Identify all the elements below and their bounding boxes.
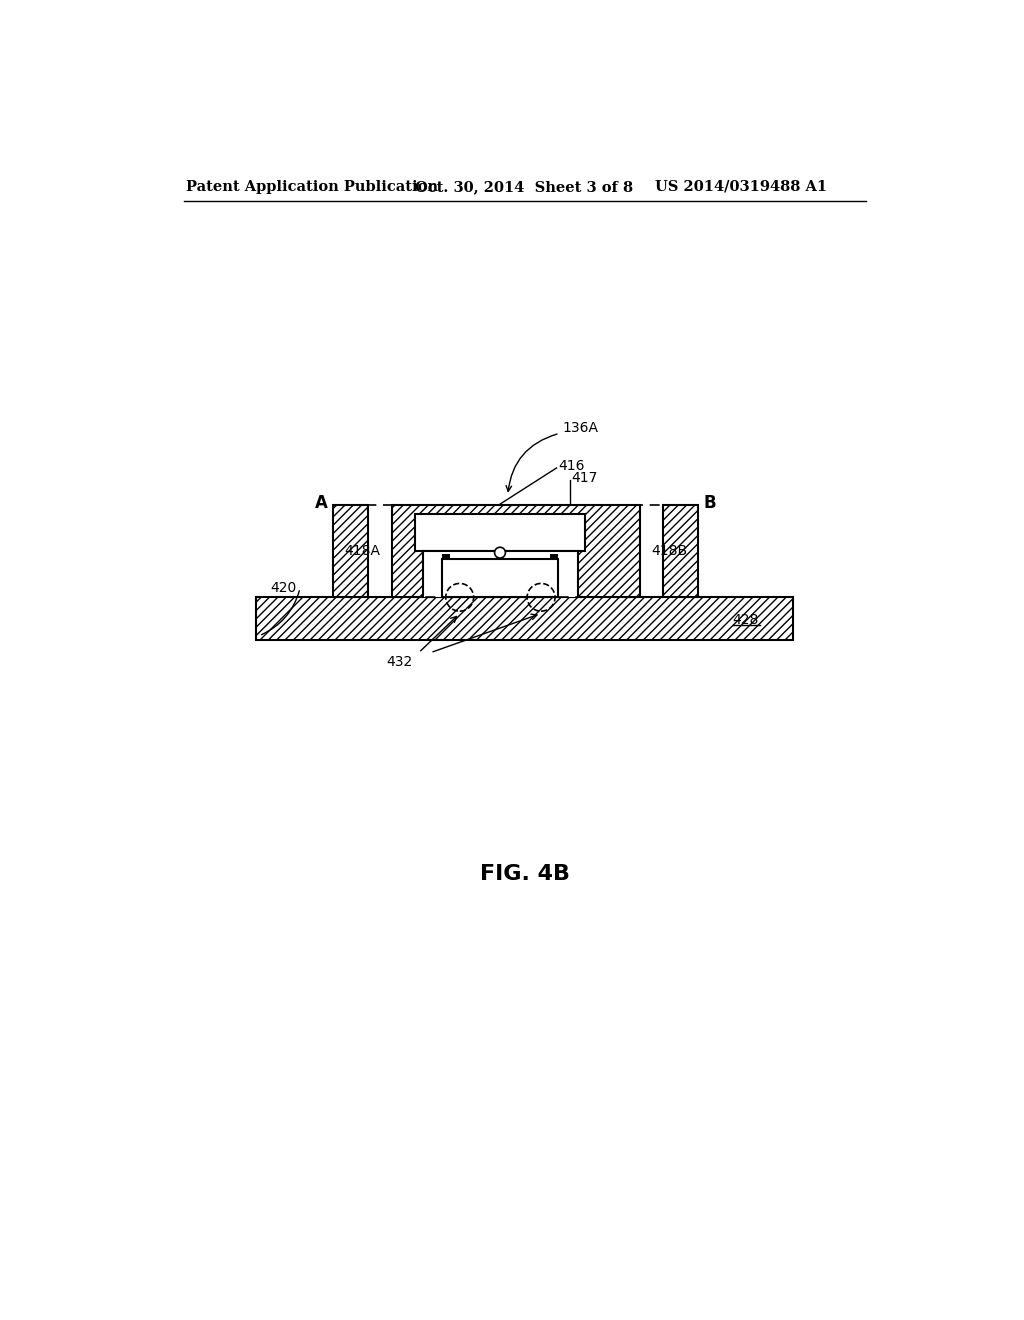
Bar [256,597,793,640]
Text: B: B [703,495,716,512]
Bar [333,506,369,598]
Bar [550,554,558,558]
Bar [442,558,558,598]
Bar [663,506,698,598]
Bar [423,552,578,598]
Bar [663,506,698,598]
Text: 410: 410 [475,525,502,540]
Bar [442,554,450,558]
Text: 418A: 418A [344,544,380,558]
Text: 414: 414 [486,572,513,585]
Text: 420: 420 [270,581,297,595]
Bar [391,506,640,598]
Text: FIG. 4B: FIG. 4B [480,865,569,884]
Text: 428: 428 [732,614,759,627]
Text: Oct. 30, 2014  Sheet 3 of 8: Oct. 30, 2014 Sheet 3 of 8 [415,180,633,194]
Text: 136A: 136A [562,421,598,434]
Bar [256,597,793,640]
Text: US 2014/0319488 A1: US 2014/0319488 A1 [655,180,827,194]
Text: 432: 432 [386,655,413,669]
Text: 417: 417 [571,471,598,484]
Bar [391,506,640,598]
Text: 418B: 418B [651,544,687,558]
Text: 416: 416 [558,459,585,474]
Text: A: A [315,495,328,512]
Circle shape [495,548,506,558]
Bar [415,515,586,552]
Bar [333,506,369,598]
Text: Patent Application Publication: Patent Application Publication [186,180,438,194]
